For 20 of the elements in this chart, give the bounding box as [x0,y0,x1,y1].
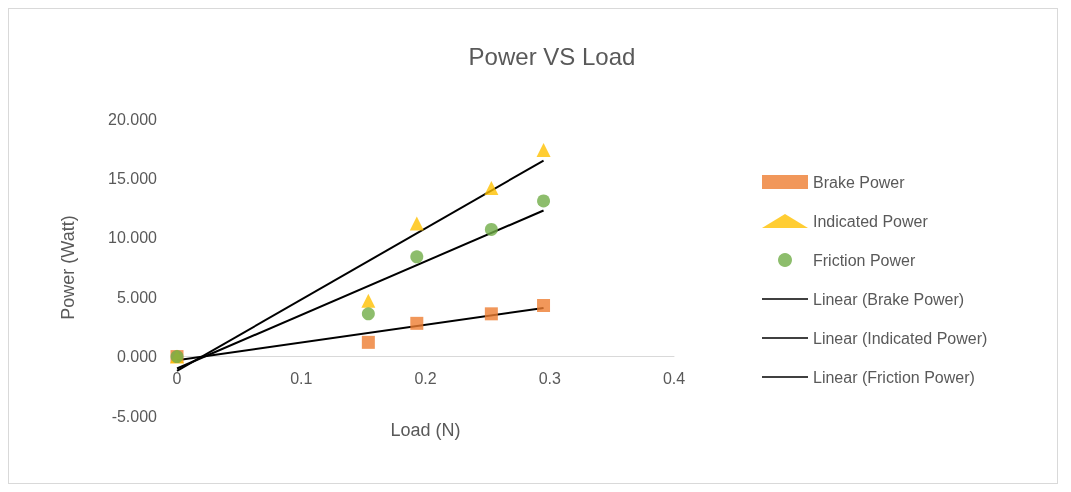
legend-label: Friction Power [813,251,916,269]
legend-label: Linear (Friction Power) [813,368,975,386]
y-tick-label: 5.000 [116,288,158,306]
legend-label: Linear (Indicated Power) [813,329,988,347]
legend-label: Brake Power [813,173,906,191]
x-tick-label: 0.1 [290,369,313,387]
x-tick-label: 0.4 [662,369,686,387]
legend-label: Linear (Brake Power) [813,290,965,308]
chart-title: Power VS Load [468,42,636,70]
y-tick-label: 10.000 [108,229,158,247]
y-tick-label: 15.000 [108,169,158,187]
y-tick-label: 0.000 [116,348,158,366]
x-tick-label: 0 [172,369,182,387]
x-axis-title: Load (N) [390,420,461,441]
y-axis-title: Power (Watt) [58,215,78,320]
x-tick-label: 0.2 [414,369,437,387]
x-tick-label: 0.3 [538,369,561,387]
y-tick-label: -5.000 [111,407,158,425]
y-tick-label: 20.000 [108,110,158,128]
legend-label: Indicated Power [813,212,929,230]
